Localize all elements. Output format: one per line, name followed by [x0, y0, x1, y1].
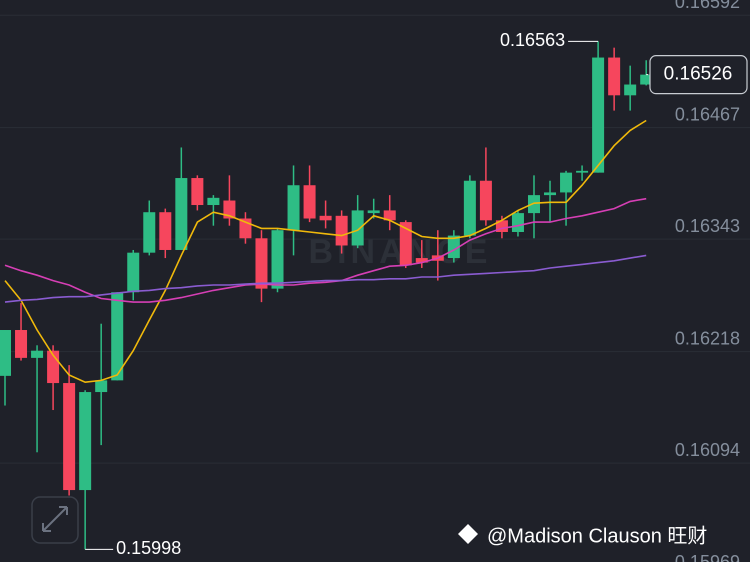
candle-body — [63, 383, 76, 491]
candle-body — [624, 84, 637, 96]
y-tick-label: 0.16218 — [675, 328, 740, 348]
candle-body — [95, 380, 108, 393]
candle-body — [367, 210, 380, 214]
candle-body — [640, 74, 653, 85]
candle-body — [527, 195, 540, 214]
expand-button[interactable] — [31, 496, 79, 544]
ma-line — [4, 119, 647, 384]
candle-body — [111, 292, 124, 381]
candle-body — [303, 185, 316, 219]
candle-body — [31, 350, 44, 358]
candle-body — [560, 172, 573, 193]
y-tick-label: 0.15969 — [675, 552, 740, 562]
candle-body — [576, 170, 589, 173]
candle-body — [351, 210, 364, 246]
candle-body — [127, 252, 140, 293]
y-tick-label: 0.16467 — [675, 104, 740, 124]
candle-body — [287, 185, 300, 231]
candle-body — [544, 192, 557, 196]
candle-body — [335, 215, 348, 246]
max-label: 0.16563 — [500, 30, 565, 50]
y-tick-label: 0.16094 — [675, 440, 740, 460]
min-label: 0.15998 — [116, 538, 181, 558]
candle-body — [0, 330, 11, 376]
candle-body — [495, 220, 508, 232]
candle-body — [447, 235, 460, 259]
candle-body — [223, 200, 236, 219]
candle-body — [608, 57, 621, 96]
candle-body — [383, 210, 396, 221]
candle-body — [175, 178, 188, 250]
candle-body — [207, 197, 220, 206]
candle-body — [592, 57, 605, 173]
credit: @Madison Clauson 旺财 — [458, 524, 707, 547]
candle-body — [271, 230, 284, 289]
candle-body — [399, 222, 412, 266]
candle-body — [79, 392, 92, 491]
y-tick-label: 0.16343 — [675, 216, 740, 236]
credit-text: @Madison Clauson 旺财 — [487, 524, 707, 547]
last-price-box — [649, 55, 748, 95]
candle-body — [463, 180, 476, 236]
candle-body — [255, 238, 268, 289]
candle-body — [159, 212, 172, 250]
candle-body — [15, 330, 28, 358]
last-price-label: 0.16526 — [664, 64, 733, 85]
candle-body — [319, 215, 332, 221]
candle-body — [479, 180, 492, 221]
candle-body — [191, 178, 204, 206]
candle-body — [143, 212, 156, 253]
credit-logo — [458, 524, 478, 544]
y-tick-label: 0.16592 — [675, 0, 740, 12]
ma-line — [4, 254, 647, 303]
ma-line — [4, 197, 647, 303]
candle-body — [511, 213, 524, 232]
expand-icon — [42, 506, 68, 532]
candle-body — [415, 258, 428, 263]
